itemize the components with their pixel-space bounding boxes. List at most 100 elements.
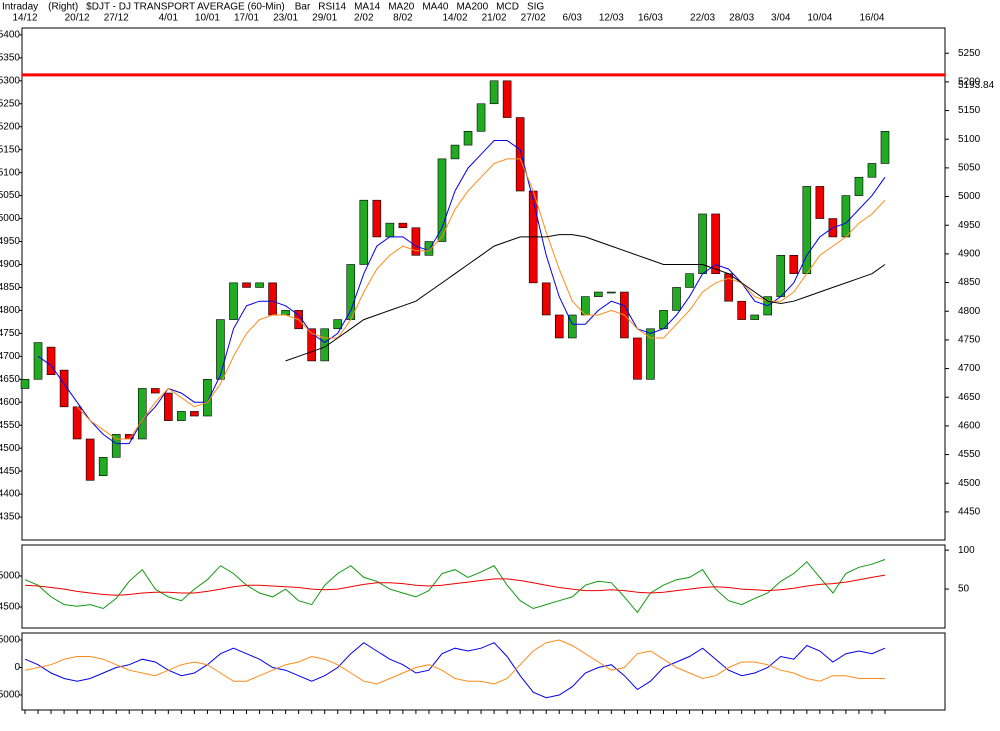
y-tick-label: 4600 (0, 397, 20, 408)
y2-tick-label: 4700 (958, 363, 981, 374)
x-tick-label: 6/03 (563, 13, 583, 24)
candle (359, 199, 369, 265)
series-line (24, 574, 886, 596)
y2-tick-label: 5150 (958, 105, 981, 116)
candle (242, 282, 251, 288)
x-tick-label: 12/03 (599, 13, 624, 24)
y2-tick-label: 4950 (958, 220, 981, 231)
x-tick-label: 3/04 (771, 13, 791, 24)
y-tick-label: 4400 (0, 489, 20, 500)
x-tick-label: 14/12 (12, 13, 37, 24)
candle (502, 80, 512, 118)
y2-tick-label: 4500 (958, 478, 981, 489)
y-tick-label: 5200 (0, 121, 20, 132)
candle (177, 411, 186, 421)
header-text: MA200 (456, 2, 488, 13)
y2-tick-label: 5100 (958, 134, 981, 145)
candle (541, 282, 551, 316)
candle (190, 411, 199, 417)
y2-tick-label: 4600 (958, 421, 981, 432)
header-text: Intraday (2, 2, 38, 13)
y-tick-label: 4700 (0, 351, 20, 362)
candle (463, 131, 473, 146)
y-tick-label: 5350 (0, 52, 20, 63)
y2-tick-label: 4900 (958, 249, 981, 260)
y-tick-label: 4650 (0, 374, 20, 385)
y-tick-label: 4950 (0, 236, 20, 247)
y2-tick-label: 5050 (958, 163, 981, 174)
series-line (37, 140, 886, 445)
candle (229, 282, 238, 320)
candle (151, 388, 160, 394)
candle (633, 337, 642, 380)
candle (281, 310, 290, 316)
y-tick-label: 5000 (0, 690, 20, 701)
x-tick-label: 14/02 (442, 13, 467, 24)
y2-tick-label: 4800 (958, 306, 981, 317)
y-tick-label: 5250 (0, 98, 20, 109)
x-tick-label: 20/12 (65, 13, 90, 24)
x-tick-label: 16/03 (638, 13, 663, 24)
candle (137, 388, 147, 440)
header-text: MCD (496, 2, 519, 13)
y-tick-label: 4900 (0, 259, 20, 270)
header-text: MA20 (388, 2, 415, 13)
candle (98, 457, 108, 477)
y2-tick-label: 4650 (958, 392, 981, 403)
candle (216, 319, 225, 380)
header-text: RSI14 (318, 2, 346, 13)
x-tick-label: 22/03 (690, 13, 715, 24)
candle (672, 287, 681, 311)
series-line (76, 158, 886, 440)
candle (750, 314, 759, 320)
candle (59, 369, 69, 408)
candle (46, 346, 56, 375)
candle (450, 144, 460, 160)
candle (398, 222, 408, 229)
y-tick-label: 4750 (0, 328, 20, 339)
candle (333, 319, 343, 330)
y-tick-label: 5400 (0, 30, 20, 41)
candle (20, 378, 30, 389)
header-text: MA40 (422, 2, 449, 13)
y-tick-label: 4500 (0, 443, 20, 454)
x-tick-label: 8/02 (393, 13, 413, 24)
candle (880, 131, 890, 164)
x-tick-label: 28/03 (729, 13, 754, 24)
x-tick-label: 16/04 (859, 13, 884, 24)
header-text: Bar (295, 2, 311, 13)
candle (424, 241, 434, 256)
x-tick-label: 17/01 (234, 13, 259, 24)
candle (372, 199, 382, 238)
series-line (24, 559, 886, 614)
y-tick-label: 5100 (0, 167, 20, 178)
candle (515, 117, 525, 192)
candle (85, 438, 95, 481)
y-tick-label: 5050 (0, 190, 20, 201)
x-tick-label: 4/01 (159, 13, 179, 24)
candle (203, 378, 212, 417)
candle (594, 291, 603, 297)
series-line (285, 234, 886, 362)
candle (255, 282, 264, 288)
y-tick-label: 4550 (0, 420, 20, 431)
candle (164, 392, 173, 421)
candle (646, 328, 655, 380)
candle (685, 273, 694, 288)
rsi-panel (21, 544, 946, 629)
header-text: $DJT - DJ TRANSPORT AVERAGE (60-Min) (86, 2, 285, 13)
candle (385, 222, 395, 238)
y-tick-label: 4500 (0, 602, 20, 613)
y-tick-label: 5000 (0, 635, 20, 646)
x-tick-label: 10/04 (807, 13, 832, 24)
x-tick-label: 27/02 (521, 13, 546, 24)
candle (776, 255, 786, 297)
candle (268, 282, 277, 316)
y2-tick-label: 5250 (958, 48, 981, 59)
y-tick-label: 0 (14, 662, 20, 673)
y-tick-label: 4800 (0, 305, 20, 316)
candle (33, 342, 43, 380)
x-tick-label: 2/02 (354, 13, 374, 24)
